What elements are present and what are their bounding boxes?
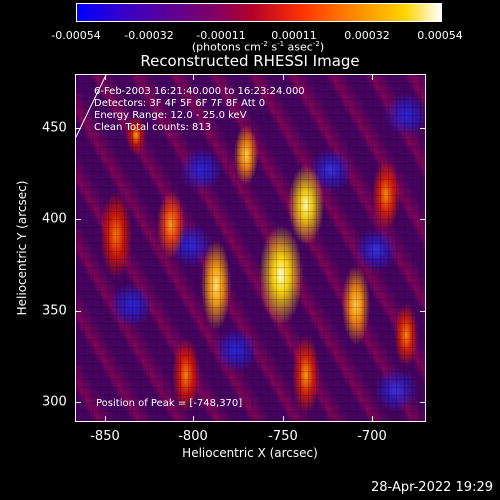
x-axis-tick xyxy=(283,74,284,80)
y-axis-label: Heliocentric Y (arcsec) xyxy=(15,180,29,316)
y-axis-tick xyxy=(75,311,81,312)
unit-text: ) xyxy=(319,40,325,54)
y-axis-tick xyxy=(420,402,426,403)
plot-timestamp: 28-Apr-2022 19:29 xyxy=(371,480,493,495)
x-axis-label: Heliocentric X (arcsec) xyxy=(182,446,318,460)
detectors-text: Detectors: 3F 4F 5F 6F 7F 8F Att 0 xyxy=(94,98,266,109)
x-axis-tick xyxy=(193,74,194,80)
x-tick-label: -700 xyxy=(357,429,387,444)
x-axis-tick xyxy=(283,416,284,422)
rhessi-image: 6-Feb-2003 16:21:40.000 to 16:23:24.000 … xyxy=(75,74,426,422)
y-tick-label: 400 xyxy=(42,211,67,227)
plot-title: Reconstructed RHESSI Image xyxy=(140,52,360,70)
unit-exponent: -2 xyxy=(260,40,268,48)
y-axis-tick xyxy=(75,402,81,403)
unit-exponent: -1 xyxy=(277,40,285,48)
x-tick-label: -800 xyxy=(178,429,208,444)
x-tick-label: -850 xyxy=(90,429,120,444)
y-axis-tick xyxy=(75,128,81,129)
colorbar-tick-label: -0.00011 xyxy=(196,29,246,42)
colorbar-tick-label: -0.00032 xyxy=(124,29,174,42)
y-tick-label: 350 xyxy=(42,303,67,319)
unit-exponent: -2 xyxy=(312,40,320,48)
x-tick-label: -750 xyxy=(268,429,298,444)
y-tick-label: 450 xyxy=(42,120,67,136)
y-axis-tick xyxy=(75,219,81,220)
clean-counts-text: Clean Total counts: 813 xyxy=(94,122,212,133)
x-axis-tick xyxy=(193,416,194,422)
x-axis-tick xyxy=(372,416,373,422)
colorbar-tick-label: 0.00054 xyxy=(417,29,463,42)
y-axis-tick xyxy=(420,219,426,220)
x-axis-tick xyxy=(105,416,106,422)
colorbar-unit-label: (photons cm-2 s-1 asec-2) xyxy=(192,40,324,54)
peak-position-text: Position of Peak = [-748,370] xyxy=(96,398,243,409)
energy-range-text: Energy Range: 12.0 - 25.0 keV xyxy=(94,110,247,121)
unit-text: asec xyxy=(284,40,313,54)
colorbar-tick-label: 0.00011 xyxy=(271,29,317,42)
x-axis-tick xyxy=(372,74,373,80)
unit-text: s xyxy=(267,40,278,54)
y-tick-label: 300 xyxy=(42,394,67,410)
colorbar-tick-label: 0.00032 xyxy=(344,29,390,42)
unit-text: (photons cm xyxy=(191,40,261,54)
time-range-text: 6-Feb-2003 16:21:40.000 to 16:23:24.000 xyxy=(94,86,305,97)
colorbar-tick-label: -0.00054 xyxy=(51,29,101,42)
x-axis-tick xyxy=(105,74,106,80)
y-axis-tick xyxy=(420,128,426,129)
colorbar xyxy=(76,3,442,22)
y-axis-tick xyxy=(420,311,426,312)
